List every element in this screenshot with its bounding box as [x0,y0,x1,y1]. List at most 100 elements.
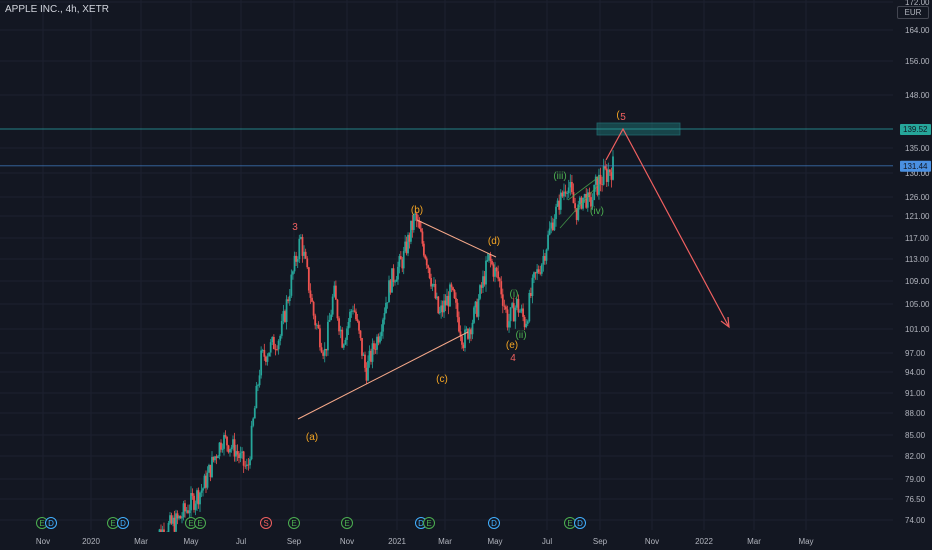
event-marker-dividend[interactable]: D [574,517,586,529]
candle-body [202,488,204,491]
event-marker-glyph: E [426,519,431,528]
current-price-label: 131.44 [903,162,928,171]
price-tick-label: 82.00 [905,452,926,461]
candle-body [515,298,518,308]
candle-body [322,352,325,356]
wave-labels: 3 (a) (b) (c) (d) (e) 4 (i) (ii) (iii) (iv) (5 [292,110,626,443]
candle-body [187,510,189,514]
candle-body [534,272,537,274]
candle-body [437,296,440,314]
candle-body [358,321,360,331]
candle-body [424,255,427,259]
candle-body [511,303,514,308]
candle-body [397,266,399,280]
event-marker-earnings[interactable]: E [185,517,197,529]
candle-body [391,268,393,293]
candle-body [394,281,396,283]
candle-body [196,490,198,504]
candle-body [320,347,323,353]
candle-body [545,249,548,261]
time-axis[interactable]: Nov 2020 Mar May Jul Sep Nov 2021 Mar May Jul Sep No… [0,532,893,550]
candle-body [594,176,597,185]
candle-body [245,464,248,467]
event-marker-earnings[interactable]: E [341,517,353,529]
wave-label: ( [616,110,620,121]
candle-body [459,331,462,337]
currency-badge[interactable]: EUR [897,6,929,19]
candle-body [235,451,237,457]
candle-body [282,311,285,322]
candle-body [420,228,422,232]
price-axis[interactable]: 74.00 76.50 79.00 82.00 85.00 88.00 91.00 94.00… [893,0,932,550]
wave-label: (i) [510,289,519,300]
candle-body [346,328,348,340]
event-marker-earnings[interactable]: E [107,517,119,529]
event-marker-earnings[interactable]: E [423,517,435,529]
candle-body [500,281,503,295]
candle-body [599,174,602,185]
candle-body [197,490,200,505]
candle-body [223,435,225,449]
candle-body [498,278,501,282]
candle-body [555,206,557,220]
event-marker-circle [288,517,300,529]
candle-body [290,274,293,296]
candle-body [408,234,411,242]
event-marker-glyph: D [48,519,54,528]
candle-body [461,336,463,345]
candle-body [200,490,203,493]
candle-body [399,256,402,260]
price-tick-label: 172.00 [905,0,930,7]
candle-body [253,408,256,419]
event-marker-circle [423,517,435,529]
time-tick-label: May [183,537,198,546]
event-marker-dividend[interactable]: D [117,517,129,529]
candle-body [444,300,447,306]
candle-body [577,204,580,220]
candle-body [402,251,405,269]
candle-body [284,311,286,322]
candle-body [612,156,614,180]
candle-body [512,303,515,322]
candle-body [288,295,291,302]
candle-body [301,237,304,256]
candle-body [574,203,576,209]
candle-body [401,259,404,269]
candle-body [249,459,251,466]
candle-body [266,356,269,362]
price-tick-label: 105.00 [905,300,930,309]
event-marker-glyph: E [567,519,572,528]
event-marker-circle [488,517,500,529]
candle-body [540,264,543,274]
candle-body [317,324,320,329]
candle-body [298,238,301,260]
candle-body [203,475,206,489]
candle-body [450,284,453,288]
grid-lines [0,0,893,530]
candle-body [190,493,192,511]
candle-body [211,456,213,478]
candle-body [385,302,387,314]
candle-body [371,343,374,362]
candle-body [244,465,247,467]
candle-body [539,272,542,274]
event-marker-split[interactable]: S [260,517,272,529]
event-marker-dividend[interactable]: D [488,517,500,529]
event-marker-earnings[interactable]: E [564,517,576,529]
time-tick-label: Sep [593,537,608,546]
event-marker-earnings[interactable]: E [194,517,206,529]
event-marker-dividend[interactable]: D [45,517,57,529]
candle-body [563,191,565,197]
candle-body [575,208,578,220]
candle-body [422,243,425,256]
event-marker-earnings[interactable]: E [36,517,48,529]
candle-body [566,193,569,194]
price-tick-label: 117.00 [905,234,929,243]
wave-label: 4 [510,353,516,364]
candle-body [184,503,186,512]
event-marker-earnings[interactable]: E [288,517,300,529]
candle-body [523,316,526,328]
candle-body [325,348,328,351]
